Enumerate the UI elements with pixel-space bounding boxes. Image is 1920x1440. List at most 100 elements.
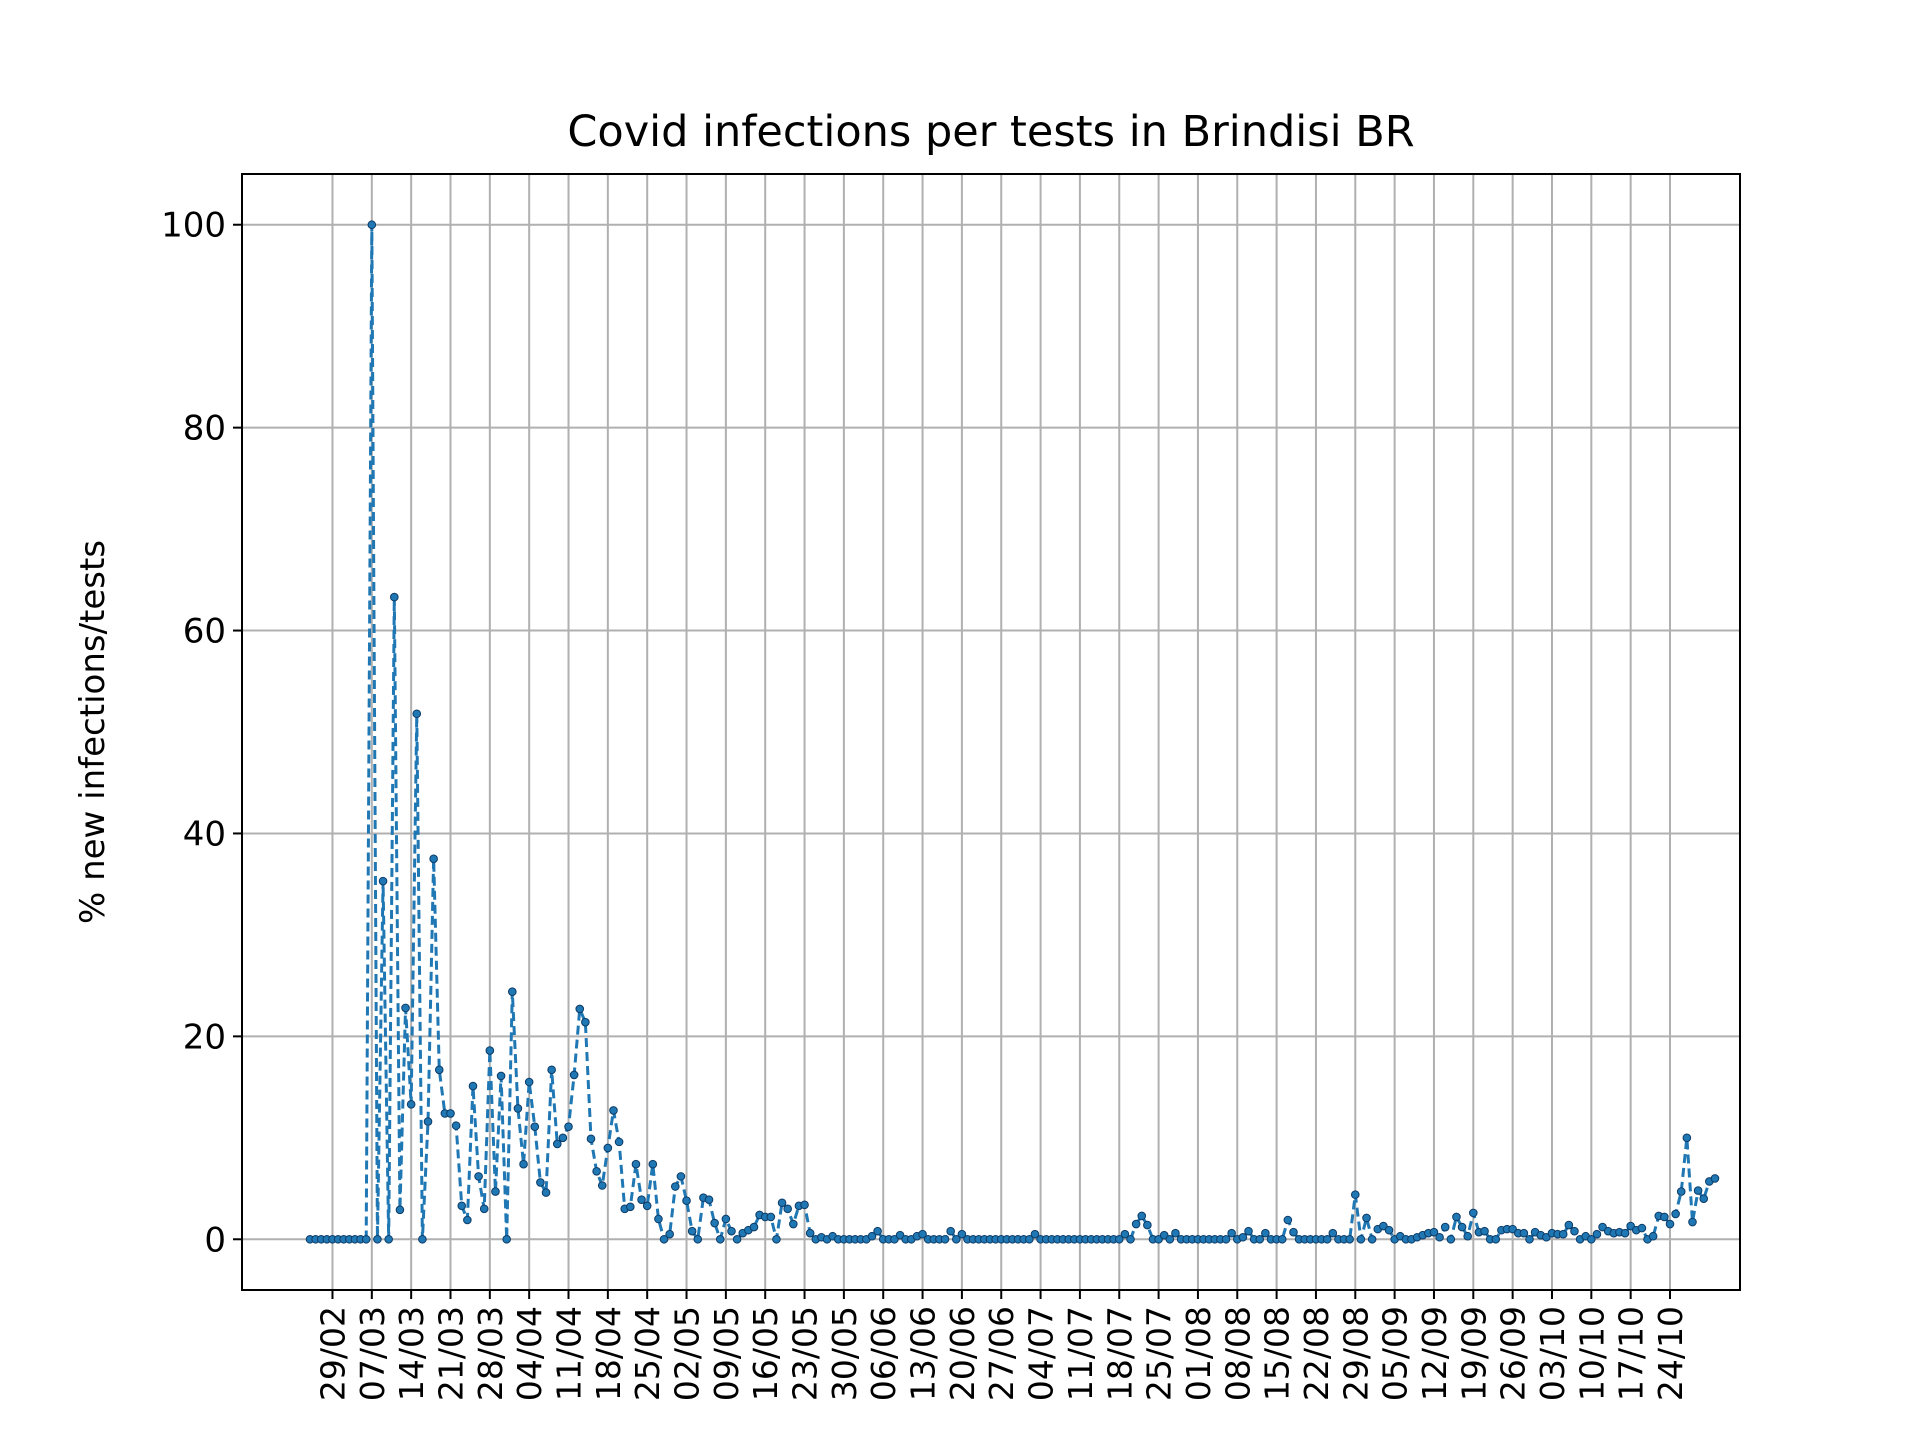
data-point: [1384, 1225, 1394, 1235]
data-point: [1648, 1231, 1658, 1241]
grid-layer: [242, 174, 1740, 1290]
data-point: [1564, 1220, 1574, 1230]
data-point: [541, 1188, 551, 1197]
data-point: [1676, 1187, 1686, 1196]
data-point: [491, 1187, 500, 1196]
data-point: [434, 1065, 444, 1075]
data-point: [1227, 1228, 1236, 1238]
data-point: [564, 1122, 573, 1131]
data-point: [1283, 1215, 1293, 1225]
data-point: [1598, 1222, 1607, 1232]
data-point: [1244, 1226, 1253, 1236]
data-point: [637, 1195, 646, 1205]
data-point: [805, 1228, 815, 1238]
data-point: [519, 1159, 528, 1169]
data-point: [1463, 1231, 1472, 1241]
data-point: [1131, 1219, 1141, 1229]
data-point: [676, 1172, 686, 1181]
data-point: [367, 220, 377, 230]
data-point: [626, 1202, 635, 1212]
data-point: [412, 709, 422, 719]
data-point: [957, 1229, 967, 1239]
data-point: [457, 1201, 467, 1211]
data-point: [463, 1215, 472, 1225]
data-point: [575, 1004, 585, 1014]
x-tick-label: 16/05: [746, 1306, 785, 1401]
data-point: [1688, 1217, 1697, 1227]
data-point: [423, 1117, 433, 1126]
data-point: [1587, 1234, 1596, 1244]
data-point: [496, 1071, 506, 1081]
data-point: [547, 1065, 556, 1075]
chart-title: Covid infections per tests in Brindisi B…: [567, 107, 1414, 157]
data-point: [446, 1109, 455, 1118]
data-point: [1165, 1234, 1175, 1244]
x-tick-label: 24/10: [1651, 1306, 1690, 1401]
series-layer: [305, 220, 1720, 1244]
data-point: [1682, 1133, 1692, 1143]
data-point: [682, 1196, 691, 1206]
data-point: [569, 1070, 579, 1080]
x-tick-label: 13/06: [904, 1306, 943, 1401]
x-tick-label: 10/10: [1572, 1306, 1611, 1401]
data-point: [609, 1106, 618, 1115]
x-tick-label: 11/04: [550, 1306, 589, 1401]
data-point: [1592, 1229, 1602, 1239]
data-point: [1126, 1234, 1135, 1244]
x-tick-label: 08/08: [1218, 1306, 1257, 1401]
x-tick-label: 26/09: [1494, 1306, 1533, 1401]
data-point: [1277, 1234, 1287, 1244]
y-tick-label: 20: [183, 1017, 226, 1057]
x-tick-label: 04/07: [1022, 1306, 1061, 1401]
x-tick-label: 04/04: [510, 1306, 549, 1401]
data-point: [873, 1226, 882, 1236]
x-tick-label: 25/07: [1140, 1306, 1179, 1401]
data-point: [451, 1121, 461, 1130]
y-tick-label: 80: [183, 409, 226, 449]
data-point: [890, 1234, 899, 1244]
data-point: [772, 1234, 781, 1244]
data-point: [513, 1104, 523, 1113]
data-point: [1626, 1221, 1635, 1231]
data-point: [749, 1222, 759, 1232]
data-point: [1508, 1224, 1517, 1234]
data-point: [1367, 1234, 1377, 1244]
data-point: [1671, 1209, 1680, 1219]
data-point: [1660, 1212, 1669, 1222]
data-point: [1289, 1227, 1298, 1237]
data-point: [614, 1137, 624, 1147]
data-point: [552, 1139, 562, 1149]
x-tick-label: 07/03: [353, 1306, 392, 1401]
data-point: [1452, 1212, 1461, 1222]
data-point: [502, 1234, 511, 1244]
data-point: [1221, 1234, 1231, 1244]
data-point: [1362, 1213, 1371, 1223]
data-point: [1379, 1221, 1388, 1231]
data-point: [727, 1226, 736, 1236]
x-tick-label: 19/09: [1454, 1306, 1493, 1401]
data-point: [687, 1226, 697, 1236]
data-point: [1519, 1228, 1529, 1238]
y-tick-label: 60: [183, 612, 226, 652]
data-point: [373, 1234, 382, 1244]
x-tick-label: 21/03: [431, 1306, 470, 1401]
data-point: [1429, 1227, 1439, 1237]
data-point: [1114, 1234, 1124, 1244]
data-point: [395, 1205, 405, 1215]
x-tick-label: 11/07: [1061, 1306, 1100, 1401]
x-tick-label: 18/04: [589, 1306, 628, 1401]
data-point: [1350, 1190, 1360, 1199]
data-point: [1030, 1229, 1040, 1239]
data-point: [721, 1214, 731, 1224]
data-point: [1710, 1174, 1720, 1183]
data-point: [1699, 1194, 1709, 1203]
data-point: [670, 1182, 680, 1191]
plot-frame: [241, 173, 1741, 1291]
data-point: [485, 1046, 495, 1055]
data-point: [940, 1234, 950, 1244]
data-point: [665, 1229, 674, 1239]
data-point: [1525, 1234, 1534, 1244]
data-point: [1261, 1228, 1270, 1238]
data-point: [783, 1204, 792, 1214]
data-point: [1025, 1234, 1034, 1244]
